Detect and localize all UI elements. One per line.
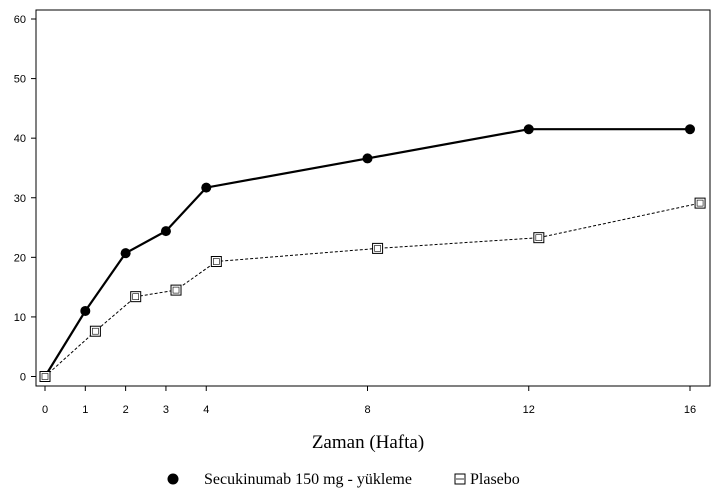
x-tick-label: 2: [123, 404, 129, 416]
data-point: [523, 124, 534, 135]
y-tick-label: 20: [14, 252, 26, 264]
data-point-inner: [535, 234, 543, 241]
data-point-inner: [696, 199, 704, 207]
data-point: [120, 248, 131, 259]
y-tick-label: 60: [14, 14, 26, 26]
data-point-inner: [213, 258, 220, 265]
x-tick-label: 1: [82, 404, 88, 416]
data-point: [362, 153, 373, 164]
legend: Secukinumab 150 mg - yükleme Plasebo: [167, 471, 520, 488]
data-point: [160, 226, 171, 237]
data-point: [210, 256, 222, 268]
data-point: [39, 371, 51, 382]
data-point: [685, 124, 695, 135]
y-tick-label: 30: [14, 193, 26, 205]
x-axis-title: Zaman (Hafta): [312, 432, 424, 453]
data-point-inner: [374, 245, 381, 252]
data-point: [89, 325, 101, 337]
x-tick-label: 12: [523, 404, 535, 416]
x-tick-label: 0: [42, 404, 48, 416]
y-tick-label: 0: [20, 372, 26, 384]
data-point-inner: [172, 286, 180, 294]
y-tick-label: 40: [14, 133, 26, 145]
data-point: [533, 232, 545, 244]
data-point-inner: [92, 327, 99, 335]
data-point: [201, 182, 212, 193]
x-tick-label: 8: [364, 404, 370, 416]
x-tick-label: 16: [684, 404, 696, 416]
x-tick-label: 4: [203, 404, 209, 416]
legend-marker-secukinumab: [167, 473, 179, 485]
data-point: [170, 284, 182, 296]
data-point-inner: [132, 293, 140, 300]
data-point-inner: [41, 373, 49, 380]
plot-frame: [35, 9, 711, 387]
legend-label-plasebo: Plasebo: [470, 471, 520, 488]
series-layer: [39, 124, 706, 382]
data-point: [372, 242, 384, 254]
x-tick-label: 3: [163, 404, 169, 416]
data-point: [80, 305, 91, 316]
data-point: [130, 291, 142, 303]
data-point: [694, 197, 706, 209]
y-tick-label: 10: [14, 312, 26, 324]
series-line-1: [44, 202, 701, 377]
x-axis: 0 1 2 3 4 8 12 16: [42, 386, 696, 416]
legend-label-secukinumab: Secukinumab 150 mg - yükleme: [204, 471, 412, 488]
y-axis: 0 10 20 30 40 50 60: [14, 14, 36, 384]
series-line-0: [44, 128, 690, 378]
y-tick-label: 50: [14, 74, 26, 86]
